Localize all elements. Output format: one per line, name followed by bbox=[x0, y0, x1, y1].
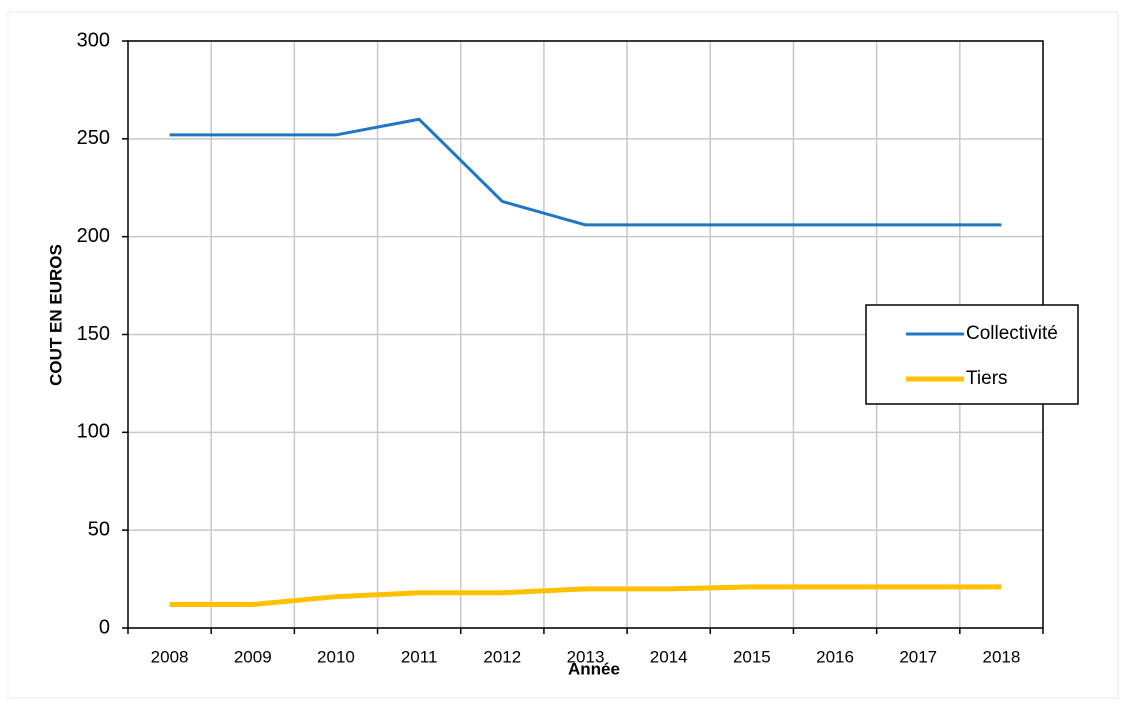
x-tick-label: 2017 bbox=[899, 647, 937, 666]
y-tick-label: 250 bbox=[77, 127, 110, 149]
legend-label: Collectivité bbox=[966, 323, 1058, 344]
x-tick-label: 2013 bbox=[567, 647, 605, 666]
series-line bbox=[169, 117, 1002, 227]
x-tick-label: 2018 bbox=[982, 647, 1020, 666]
x-tick-label: 2008 bbox=[151, 647, 189, 666]
y-tick-label: 150 bbox=[77, 323, 110, 345]
x-tick-label: 2014 bbox=[650, 647, 688, 666]
x-tick-label: 2011 bbox=[401, 647, 438, 666]
x-tick-label: 2016 bbox=[816, 647, 854, 666]
y-tick-label: 50 bbox=[88, 518, 110, 540]
y-tick-label: 0 bbox=[99, 616, 110, 638]
x-tick-label: 2010 bbox=[317, 647, 355, 666]
x-tick-label: 2009 bbox=[234, 647, 272, 666]
x-tick-label: 2015 bbox=[733, 647, 771, 666]
series-line bbox=[169, 584, 1002, 608]
x-tick-label: 2012 bbox=[483, 647, 521, 666]
legend-box bbox=[865, 304, 1079, 405]
y-axis-label: COUT EN EUROS bbox=[46, 244, 65, 386]
legend-label: Tiers bbox=[966, 368, 1008, 389]
y-tick-label: 300 bbox=[77, 29, 110, 51]
y-tick-label: 100 bbox=[77, 421, 110, 443]
chart-frame bbox=[7, 11, 1119, 699]
y-tick-label: 200 bbox=[77, 225, 110, 247]
x-axis-label: Année bbox=[568, 659, 620, 678]
